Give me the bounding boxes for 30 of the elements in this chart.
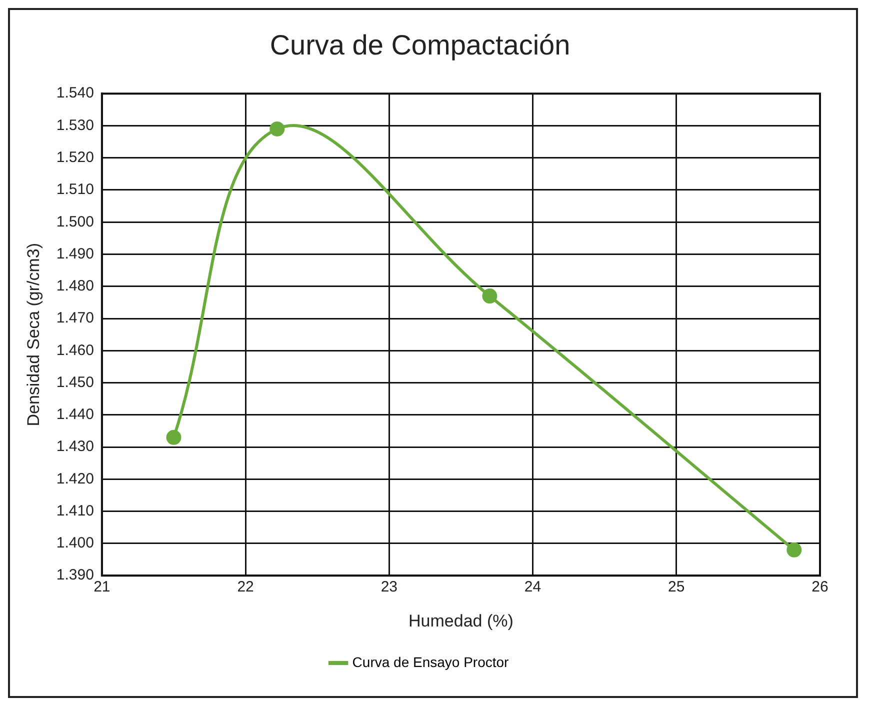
point — [786, 542, 802, 558]
x-tick-label: 25 — [668, 578, 685, 596]
y-tick-label: 1.390 — [56, 566, 94, 584]
y-tick-label: 1.400 — [56, 534, 94, 552]
y-tick-label: 1.450 — [56, 374, 94, 391]
y-tick-label: 1.470 — [56, 310, 94, 327]
y-tick-label: 1.520 — [56, 149, 94, 166]
y-tick-label: 1.420 — [56, 470, 94, 488]
y-tick-label: 1.500 — [56, 213, 94, 230]
y-tick-label: 1.410 — [56, 502, 94, 520]
legend-label: Curva de Ensayo Proctor — [352, 654, 510, 670]
y-tick-label: 1.460 — [56, 342, 94, 359]
x-tick-label: 24 — [524, 578, 542, 596]
chart-title: Curva de Compactación — [270, 30, 570, 61]
y-tick-label: 1.510 — [56, 181, 94, 198]
y-tick-label: 1.540 — [56, 84, 94, 102]
x-tick-label: 26 — [812, 578, 828, 596]
x-tick-label: 21 — [94, 578, 110, 596]
y-axis-title: Densidad Seca (gr/cm3) — [24, 242, 43, 426]
y-tick-label: 1.530 — [56, 116, 94, 134]
point — [270, 121, 285, 136]
y-tick-label: 1.490 — [56, 245, 94, 262]
y-tick-label: 1.440 — [56, 406, 94, 424]
y-tick-label: 1.480 — [56, 278, 94, 295]
point — [482, 288, 498, 304]
x-tick-label: 23 — [380, 578, 398, 596]
x-tick-label: 22 — [237, 578, 254, 596]
x-axis-title: Humedad (%) — [408, 611, 514, 630]
y-tick-label: 1.430 — [56, 438, 94, 456]
point — [166, 430, 182, 445]
